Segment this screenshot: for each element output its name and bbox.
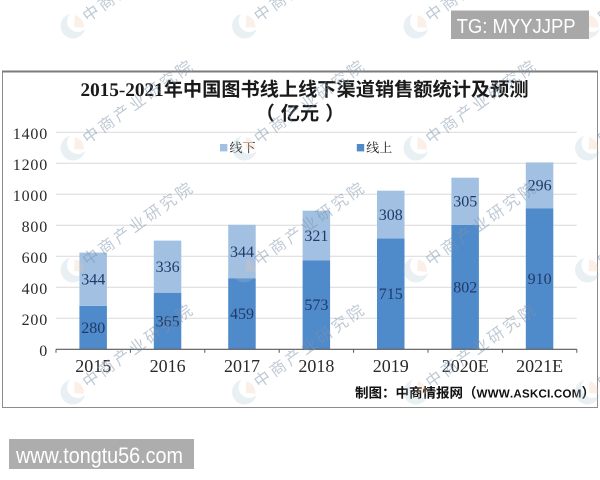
svg-text:336: 336 (156, 259, 180, 276)
svg-text:308: 308 (379, 207, 403, 224)
svg-text:1200: 1200 (13, 157, 48, 174)
svg-text:715: 715 (379, 286, 403, 303)
svg-text:344: 344 (230, 244, 254, 261)
svg-text:459: 459 (230, 306, 254, 323)
svg-text:600: 600 (22, 250, 48, 267)
svg-text:TG: MYYJJPP: TG: MYYJJPP (457, 16, 576, 38)
svg-text:1000: 1000 (13, 188, 48, 205)
svg-text:573: 573 (304, 297, 328, 314)
svg-text:2021E: 2021E (516, 356, 563, 376)
svg-text:800: 800 (22, 219, 48, 236)
svg-text:0: 0 (39, 343, 48, 360)
svg-text:2019: 2019 (373, 356, 409, 376)
svg-text:1400: 1400 (13, 126, 48, 143)
svg-text:2016: 2016 (150, 356, 186, 376)
svg-text:344: 344 (81, 272, 105, 289)
svg-text:802: 802 (453, 279, 477, 296)
svg-text:910: 910 (528, 271, 552, 288)
svg-text:305: 305 (453, 194, 477, 211)
svg-text:280: 280 (81, 320, 105, 337)
svg-text:2017: 2017 (224, 356, 260, 376)
svg-text:2018: 2018 (298, 356, 334, 376)
svg-text:www.tongtu56.com: www.tongtu56.com (15, 443, 183, 468)
svg-text:400: 400 (22, 281, 48, 298)
svg-text:321: 321 (304, 228, 328, 245)
svg-text:365: 365 (156, 313, 180, 330)
svg-text:296: 296 (528, 178, 552, 195)
svg-text:200: 200 (22, 312, 48, 329)
